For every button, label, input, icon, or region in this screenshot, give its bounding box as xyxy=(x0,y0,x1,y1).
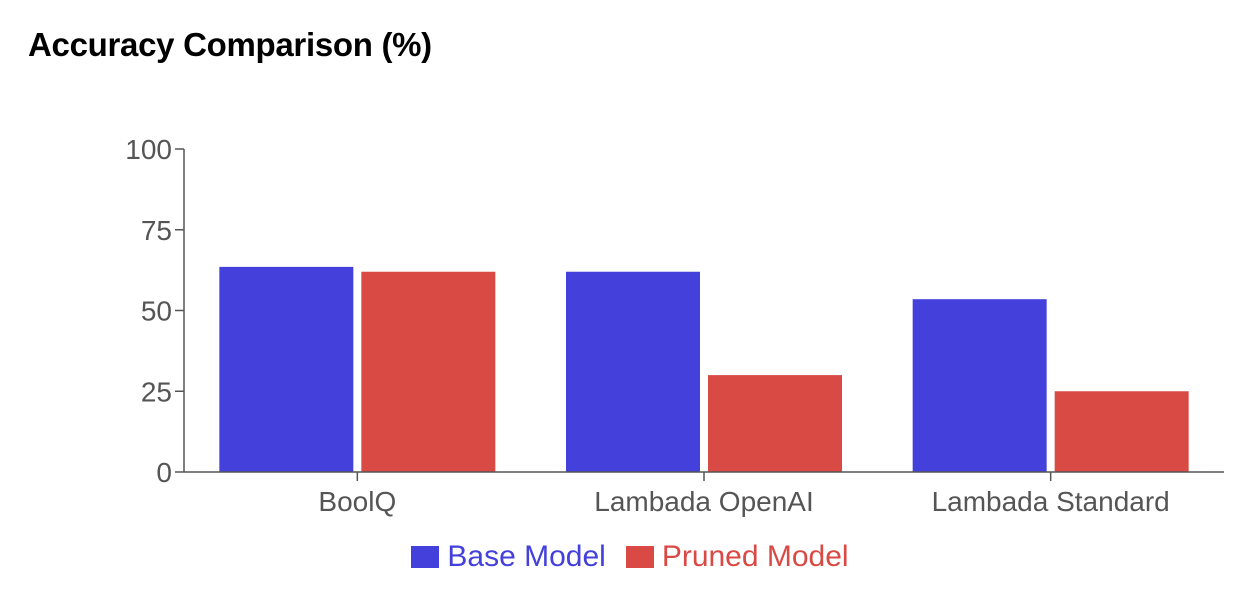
y-tick-label: 75 xyxy=(141,215,172,246)
bar-base-lambada-standard[interactable] xyxy=(912,299,1047,472)
x-axis: BoolQ Lambada OpenAI Lambada Standard xyxy=(184,471,1224,517)
bar-pruned-lambada-standard[interactable] xyxy=(1054,391,1189,472)
y-tick-label: 25 xyxy=(141,376,172,407)
bar-pruned-lambada-openai[interactable] xyxy=(708,375,842,472)
y-tick-label: 100 xyxy=(125,134,172,165)
legend-item-base[interactable]: Base Model xyxy=(411,540,606,574)
bar-base-lambada-openai[interactable] xyxy=(566,271,700,472)
legend-label-pruned: Pruned Model xyxy=(661,540,849,573)
legend: Base Model Pruned Model xyxy=(0,540,1260,574)
bar-pruned-boolq[interactable] xyxy=(361,271,496,472)
legend-swatch-pruned xyxy=(625,546,654,568)
x-tick-label: BoolQ xyxy=(318,486,396,517)
legend-swatch-base xyxy=(411,546,440,568)
bar-base-boolq[interactable] xyxy=(219,266,354,472)
x-tick-label: Lambada Standard xyxy=(932,486,1170,517)
y-axis: 0 25 50 75 100 xyxy=(125,134,185,488)
bars-group xyxy=(219,266,1189,472)
legend-label-base: Base Model xyxy=(447,540,606,573)
chart-title: Accuracy Comparison (%) xyxy=(28,26,432,63)
legend-item-pruned[interactable]: Pruned Model xyxy=(625,540,849,574)
y-tick-label: 0 xyxy=(156,457,172,488)
x-tick-label: Lambada OpenAI xyxy=(594,486,814,517)
y-tick-label: 50 xyxy=(141,296,172,327)
